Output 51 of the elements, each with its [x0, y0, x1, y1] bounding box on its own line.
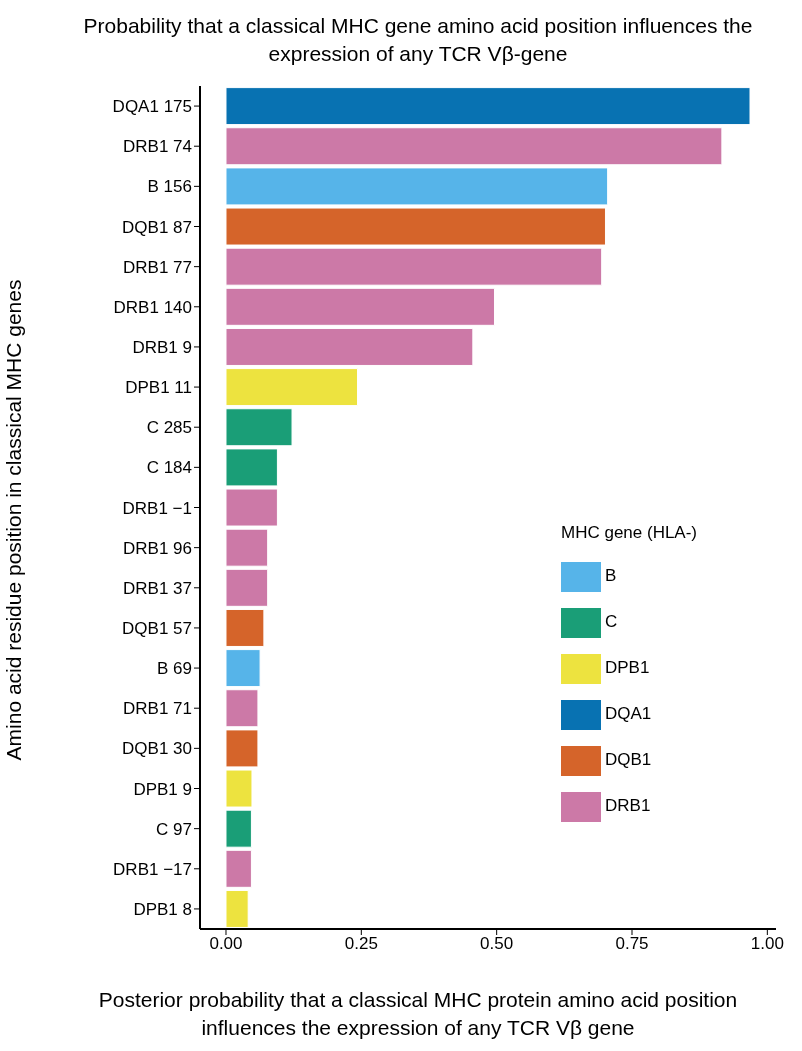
- bar: [225, 689, 259, 728]
- bar: [225, 327, 474, 366]
- bar: [225, 849, 252, 888]
- x-tick-label: 0.25: [344, 934, 378, 954]
- y-tick-label: C 184: [146, 458, 192, 478]
- y-tick-label: DRB1 74: [123, 137, 192, 157]
- x-tick-label: 0.75: [615, 934, 649, 954]
- bar: [225, 127, 723, 166]
- bar: [225, 608, 265, 647]
- y-tick-label: DPB1 8: [133, 899, 192, 919]
- y-tick-label: DRB1 −17: [113, 859, 192, 879]
- y-tick-label: DPB1 11: [125, 378, 192, 398]
- y-tick-label: DPB1 9: [133, 779, 192, 799]
- y-tick-label: DQA1 175: [112, 97, 192, 117]
- chart-title: Probability that a classical MHC gene amino acid position influences the expression of any TCR Vβ-gene: [82, 13, 754, 67]
- bar: [225, 287, 495, 326]
- bar: [225, 87, 751, 126]
- legend-label: DRB1: [605, 796, 651, 815]
- y-tick-label: B 69: [157, 659, 192, 679]
- y-tick-label: DRB1 140: [113, 297, 192, 317]
- legend-title: MHC gene (HLA-): [561, 523, 698, 543]
- y-tick-label: C 285: [146, 418, 192, 438]
- y-tick-label: DRB1 77: [123, 257, 192, 277]
- bar: [225, 247, 603, 286]
- bar: [225, 889, 249, 928]
- y-tick-label: DQB1 30: [122, 739, 192, 759]
- x-tick-label: 0.50: [480, 934, 514, 954]
- y-tick-label: DRB1 37: [123, 578, 192, 598]
- y-tick-label: DQB1 87: [122, 217, 192, 237]
- bar: [225, 809, 252, 848]
- y-tick-label: DRB1 9: [132, 337, 192, 357]
- y-tick-label: DRB1 96: [123, 538, 192, 558]
- y-axis-title: Amino acid residue position in classical MHC genes: [2, 278, 26, 763]
- bar: [225, 528, 269, 567]
- y-tick-label: C 97: [156, 819, 192, 839]
- legend-label: B: [605, 566, 617, 585]
- x-tick-label: 0.00: [209, 934, 243, 954]
- x-axis-title: Posterior probability that a classical MHC protein amino acid position influences the expression of any TCR Vβ gene: [97, 987, 739, 1041]
- legend-label: DPB1: [605, 658, 650, 677]
- bar: [225, 368, 359, 407]
- bar: [225, 649, 261, 688]
- x-tick-label: 1.00: [750, 934, 784, 954]
- y-tick-label: B 156: [147, 177, 192, 197]
- y-tick-label: DQB1 57: [122, 618, 192, 638]
- bar: [225, 408, 293, 447]
- bar: [225, 568, 269, 607]
- y-tick-label: DRB1 −1: [122, 498, 192, 518]
- y-tick-label: DRB1 71: [123, 699, 192, 719]
- legend-label: DQA1: [605, 704, 652, 723]
- legend-label: C: [605, 612, 618, 631]
- legend-label: DQB1: [605, 750, 652, 769]
